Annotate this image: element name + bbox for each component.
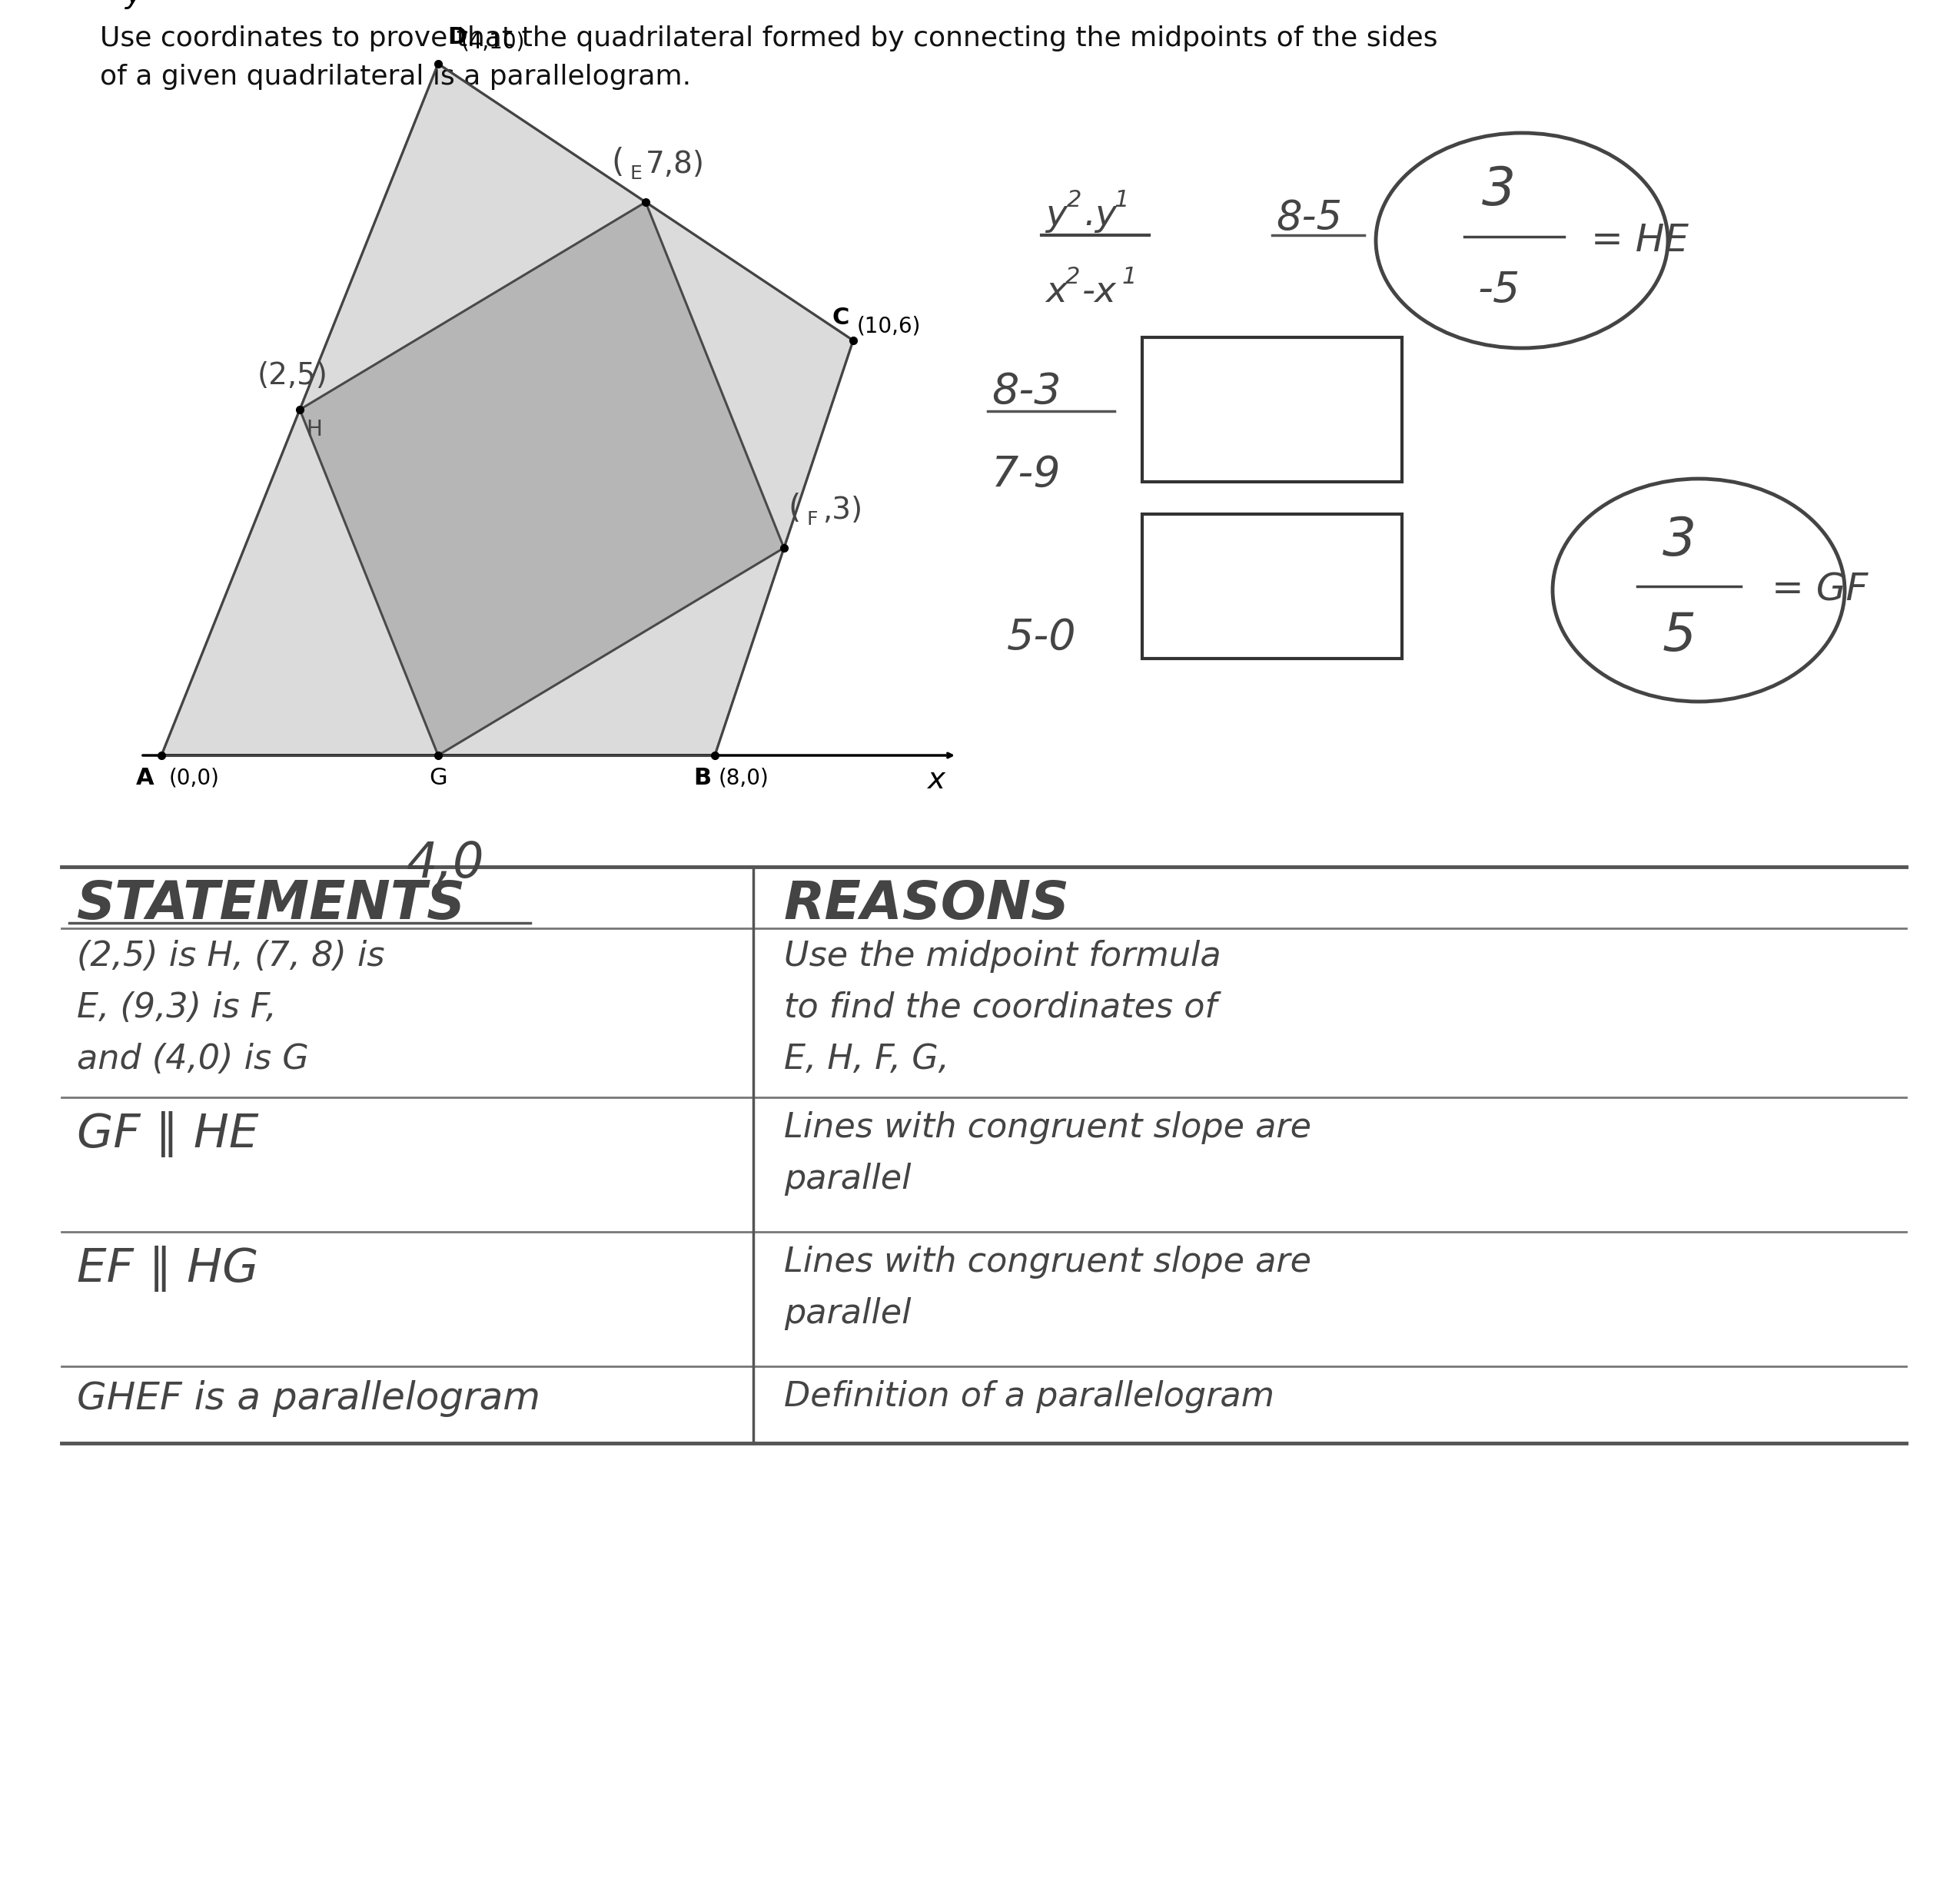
Text: Use coordinates to prove that the quadrilateral formed by connecting the midpoin: Use coordinates to prove that the quadri… <box>100 25 1439 51</box>
Text: 4,0: 4,0 <box>408 841 484 888</box>
Text: 8-5: 8-5 <box>1276 198 1343 238</box>
Text: .y: .y <box>1084 198 1117 234</box>
Text: Definition of a parallelogram: Definition of a parallelogram <box>784 1380 1274 1414</box>
Text: REASONS: REASONS <box>784 878 1070 929</box>
FancyBboxPatch shape <box>1143 515 1401 658</box>
Text: ,3): ,3) <box>823 496 862 524</box>
Text: GF ∥ HE: GF ∥ HE <box>76 1110 259 1157</box>
Text: Lines with congruent slope are
parallel: Lines with congruent slope are parallel <box>784 1246 1311 1331</box>
Text: 5: 5 <box>1198 526 1231 577</box>
Text: = EF: = EF <box>1299 396 1390 432</box>
Text: Lines with congruent slope are
parallel: Lines with congruent slope are parallel <box>784 1110 1311 1195</box>
Text: 7-9: 7-9 <box>992 454 1060 496</box>
Text: (8,0): (8,0) <box>719 767 768 788</box>
Text: Use the midpoint formula
to find the coordinates of
E, H, F, G,: Use the midpoint formula to find the coo… <box>784 941 1221 1076</box>
Text: (0,0): (0,0) <box>169 767 220 788</box>
Text: 1: 1 <box>1115 188 1129 211</box>
FancyBboxPatch shape <box>1143 337 1401 483</box>
Text: 2: 2 <box>1066 266 1080 288</box>
Text: x: x <box>927 765 945 794</box>
Text: 7,8): 7,8) <box>645 149 706 179</box>
Text: = GF: = GF <box>1772 571 1868 609</box>
Text: (10,6): (10,6) <box>857 315 921 337</box>
Text: C: C <box>833 307 849 328</box>
Text: x: x <box>1045 275 1066 309</box>
Text: = HE: = HE <box>1592 222 1690 258</box>
Text: -2: -2 <box>1194 611 1235 650</box>
Text: H: H <box>306 418 321 441</box>
Text: STATEMENTS: STATEMENTS <box>76 878 466 929</box>
Text: = HG: = HG <box>1299 571 1401 609</box>
Text: 8-3: 8-3 <box>992 371 1060 413</box>
Text: y: y <box>1045 198 1066 234</box>
Text: -2: -2 <box>1194 434 1235 473</box>
Text: (2,5) is H, (7, 8) is
E, (9,3) is F,
and (4,0) is G: (2,5) is H, (7, 8) is E, (9,3) is F, and… <box>76 941 384 1076</box>
Text: E: E <box>631 164 643 183</box>
Text: 3: 3 <box>1482 164 1515 217</box>
Text: 5: 5 <box>1662 611 1697 662</box>
Text: of a given quadrilateral is a parallelogram.: of a given quadrilateral is a parallelog… <box>100 64 692 90</box>
Text: -x: -x <box>1082 275 1117 309</box>
Text: G: G <box>429 767 447 790</box>
Text: 5-0: 5-0 <box>1007 616 1076 658</box>
Text: B: B <box>694 767 711 790</box>
Text: D: D <box>447 26 466 49</box>
Text: y: y <box>125 0 143 9</box>
Text: 2: 2 <box>1066 188 1082 211</box>
Text: -5: -5 <box>1478 270 1521 311</box>
Text: 3: 3 <box>1662 515 1697 566</box>
Text: (: ( <box>788 492 800 524</box>
Polygon shape <box>161 64 853 756</box>
Text: 5: 5 <box>1198 349 1231 402</box>
Polygon shape <box>300 202 784 756</box>
Text: A: A <box>135 767 153 790</box>
Text: GHEF is a parallelogram: GHEF is a parallelogram <box>76 1380 541 1418</box>
Text: 1: 1 <box>1123 266 1137 288</box>
Text: 3-0: 3-0 <box>1156 549 1227 588</box>
Text: (2,5): (2,5) <box>257 362 327 390</box>
Text: (: ( <box>612 147 623 179</box>
Text: EF ∥ HG: EF ∥ HG <box>76 1246 259 1291</box>
Text: F: F <box>808 511 817 528</box>
Text: (4,10): (4,10) <box>461 30 525 53</box>
